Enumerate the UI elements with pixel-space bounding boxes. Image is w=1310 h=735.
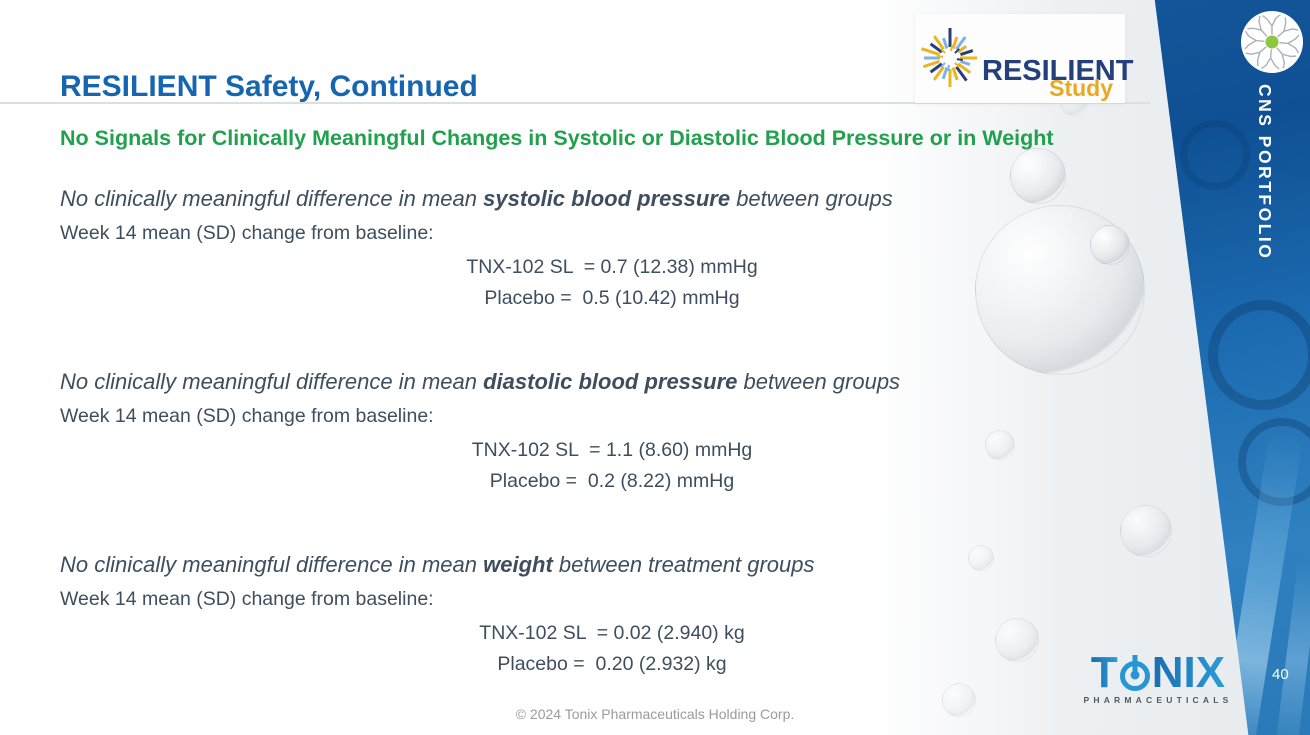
weight-section: No clinically meaningful difference in m… [60, 552, 1164, 680]
starburst-icon [921, 28, 977, 87]
bubble-decoration [942, 683, 976, 717]
diastolic-section: No clinically meaningful difference in m… [60, 369, 1164, 497]
weight-lead: No clinically meaningful difference in m… [60, 552, 1164, 578]
title-divider [0, 102, 1150, 104]
neuron-icon [1240, 10, 1304, 74]
power-button-o-icon [1119, 655, 1150, 691]
page-title: RESILIENT Safety, Continued [60, 70, 478, 103]
molecule-decoration [1180, 120, 1250, 190]
bubble-decoration [985, 430, 1015, 460]
bubble-decoration [968, 545, 994, 571]
copyright-footer: © 2024 Tonix Pharmaceuticals Holding Cor… [515, 706, 795, 722]
lead-suffix: between groups [737, 369, 901, 394]
tonix-tagline: PHARMACEUTICALS [1083, 695, 1233, 705]
tonix-wordmark: T NIX [1078, 648, 1238, 697]
resilient-logo-subtitle: Study [1049, 75, 1113, 101]
tonix-pharmaceuticals-logo: T NIX PHARMACEUTICALS [1078, 648, 1238, 706]
key-message: No Signals for Clinically Meaningful Cha… [60, 126, 1054, 150]
lead-suffix: between groups [730, 186, 893, 211]
bubble-decoration [1120, 505, 1172, 557]
tnx-value: TNX-102 SL = 0.02 (2.940) kg [479, 622, 745, 644]
tnx-value: TNX-102 SL = 1.1 (8.60) mmHg [471, 439, 753, 461]
measure-label: Week 14 mean (SD) change from baseline: [60, 405, 434, 427]
bubble-decoration [1010, 148, 1066, 204]
placebo-value: Placebo = 0.5 (10.42) mmHg [484, 287, 740, 309]
lead-emphasis: weight [483, 552, 553, 577]
placebo-value: Placebo = 0.20 (2.932) kg [497, 653, 727, 675]
systolic-section: No clinically meaningful difference in m… [60, 186, 1164, 314]
resilient-logo-title: RESILIENT [982, 55, 1134, 87]
bubble-decoration [995, 618, 1039, 662]
molecule-decoration [1208, 300, 1310, 410]
resilient-study-logo: RESILIENT Study [915, 14, 1133, 103]
lead-emphasis: diastolic blood pressure [483, 369, 738, 394]
diastolic-lead: No clinically meaningful difference in m… [60, 369, 1164, 395]
tonix-word-suffix: NIX [1151, 648, 1226, 697]
placebo-value: Placebo = 0.2 (8.22) mmHg [489, 470, 735, 492]
lead-emphasis: systolic blood pressure [483, 186, 731, 211]
bubble-decoration [1090, 225, 1130, 265]
page-number: 40 [1272, 666, 1289, 683]
measure-label: Week 14 mean (SD) change from baseline: [60, 588, 434, 610]
measure-label: Week 14 mean (SD) change from baseline: [60, 222, 434, 244]
lead-prefix: No clinically meaningful difference in m… [60, 186, 484, 211]
cns-portfolio-label: CNS PORTFOLIO [1255, 84, 1275, 261]
lead-prefix: No clinically meaningful difference in m… [60, 552, 484, 577]
systolic-lead: No clinically meaningful difference in m… [60, 186, 1164, 212]
lead-prefix: No clinically meaningful difference in m… [60, 369, 484, 394]
tnx-value: TNX-102 SL = 0.7 (12.38) mmHg [466, 256, 758, 278]
lead-suffix: between treatment groups [552, 552, 815, 577]
tonix-word-prefix: T [1090, 648, 1118, 697]
